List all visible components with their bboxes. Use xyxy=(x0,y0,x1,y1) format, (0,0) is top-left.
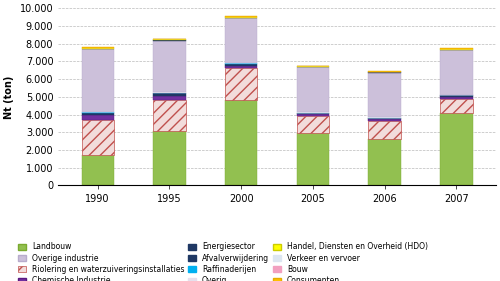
Bar xyxy=(225,18,258,19)
Bar xyxy=(368,121,401,139)
Bar xyxy=(82,112,114,113)
Bar xyxy=(154,100,186,132)
Bar xyxy=(82,49,114,112)
Bar xyxy=(154,40,186,41)
Bar xyxy=(368,139,401,185)
Bar xyxy=(296,114,329,116)
Bar xyxy=(225,17,258,18)
Bar xyxy=(440,50,472,95)
Bar xyxy=(440,113,472,185)
Bar xyxy=(225,69,258,100)
Bar xyxy=(225,65,258,69)
Bar xyxy=(296,116,329,133)
Bar xyxy=(225,100,258,185)
Bar xyxy=(82,155,114,185)
Bar xyxy=(154,41,186,92)
Bar xyxy=(154,92,186,93)
Bar xyxy=(225,19,258,63)
Bar xyxy=(82,120,114,155)
Bar xyxy=(154,132,186,185)
Bar xyxy=(82,115,114,120)
Legend: Landbouw, Overige industrie, Riolering en waterzuiveringsinstallaties, Chemische: Landbouw, Overige industrie, Riolering e… xyxy=(18,243,428,281)
Bar xyxy=(440,97,472,99)
Bar xyxy=(296,133,329,185)
Bar xyxy=(368,119,401,121)
Bar xyxy=(82,48,114,49)
Bar xyxy=(296,67,329,112)
Bar xyxy=(82,113,114,115)
Bar xyxy=(368,118,401,119)
Bar xyxy=(440,99,472,113)
Bar xyxy=(440,95,472,97)
Bar xyxy=(225,64,258,65)
Y-axis label: Nt (ton): Nt (ton) xyxy=(4,75,14,119)
Bar xyxy=(368,72,401,117)
Bar xyxy=(296,66,329,67)
Bar xyxy=(296,113,329,114)
Bar xyxy=(154,39,186,40)
Bar xyxy=(154,93,186,96)
Bar xyxy=(154,96,186,100)
